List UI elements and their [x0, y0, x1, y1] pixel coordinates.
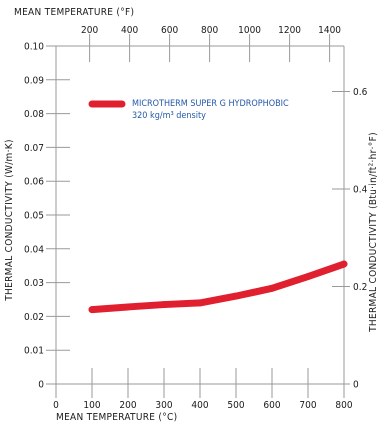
y-tick-label: 0.10 [24, 42, 44, 53]
legend: MICROTHERM SUPER G HYDROPHOBIC 320 kg/m³… [88, 99, 289, 121]
top-axis-title: MEAN TEMPERATURE (°F) [14, 7, 134, 18]
top-tick-label: 200 [81, 25, 98, 36]
data-point [340, 260, 348, 268]
x-tick-label: 100 [83, 400, 100, 411]
data-point [232, 292, 240, 300]
data-point [268, 284, 276, 292]
top-tick-label: 400 [121, 25, 138, 36]
right-tick-label: 0.2 [353, 282, 367, 293]
right-tick-label: 0.6 [353, 87, 368, 98]
top-tick-label: 600 [161, 25, 178, 36]
y-tick-label: 0 [38, 380, 44, 391]
legend-series-detail: 320 kg/m³ density [132, 111, 206, 121]
data-point [196, 299, 204, 307]
data-point [88, 306, 96, 314]
x-tick-label: 200 [119, 400, 136, 411]
x-tick-label: 0 [53, 400, 59, 411]
y-tick-label: 0.04 [24, 244, 44, 255]
y-tick-label: 0.09 [24, 75, 44, 86]
x-axis-title: MEAN TEMPERATURE (°C) [56, 412, 177, 423]
legend-series-name: MICROTHERM SUPER G HYDROPHOBIC [132, 99, 289, 109]
x-tick-label: 700 [299, 400, 316, 411]
right-tick-label: 0.4 [353, 184, 368, 195]
tick-marks: 0 100 200 300 400 500 600 700 800 200 400 600 800 100… [24, 25, 368, 411]
right-axis-title: THERMAL CONDUCTIVITY (Btu·in/ft²·hr·°F) [368, 132, 379, 333]
y-tick-label: 0.06 [24, 177, 44, 188]
y-tick-label: 0.02 [24, 312, 44, 323]
data-point [124, 303, 132, 311]
top-tick-label: 1200 [278, 25, 301, 36]
y-axis-title: THERMAL CONDUCTIVITY (W/m·K) [4, 139, 15, 302]
top-tick-label: 1400 [318, 25, 341, 36]
y-tick-label: 0.08 [24, 109, 44, 120]
x-tick-label: 600 [263, 400, 280, 411]
data-point [304, 273, 312, 280]
right-tick-label: 0 [353, 380, 359, 391]
top-tick-label: 1000 [238, 25, 261, 36]
series-line [88, 260, 348, 314]
x-tick-label: 800 [335, 400, 352, 411]
axes [55, 45, 345, 385]
y-tick-label: 0.01 [24, 346, 44, 357]
x-tick-label: 300 [155, 400, 172, 411]
data-series [88, 260, 348, 314]
x-tick-label: 400 [191, 400, 208, 411]
y-tick-label: 0.05 [24, 211, 44, 222]
y-tick-label: 0.03 [24, 278, 44, 289]
data-point [160, 301, 168, 308]
y-tick-label: 0.07 [24, 143, 44, 154]
top-tick-label: 800 [201, 25, 218, 36]
x-tick-label: 500 [227, 400, 244, 411]
